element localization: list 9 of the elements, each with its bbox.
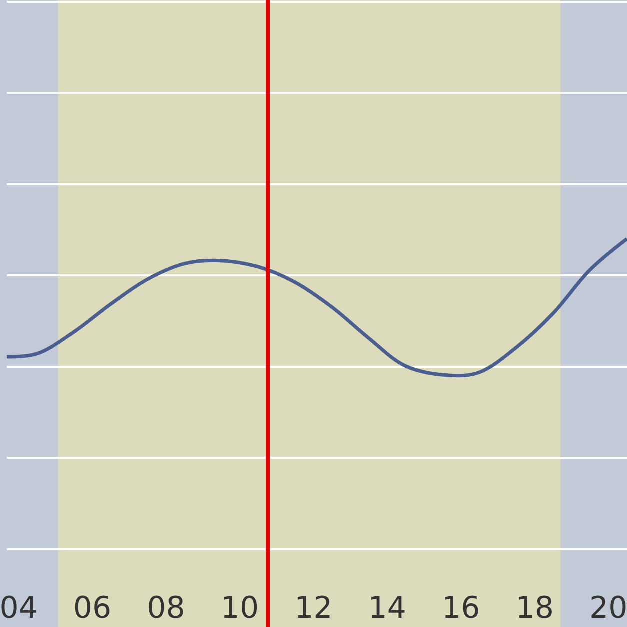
x-tick-label: 20	[589, 591, 627, 626]
x-tick-label: 18	[516, 591, 554, 626]
x-tick-label: 14	[368, 591, 406, 626]
x-tick-label: 08	[147, 591, 186, 626]
x-tick-label: 16	[442, 591, 480, 626]
x-tick-label: 10	[220, 591, 260, 626]
x-tick-label: 04	[0, 591, 38, 626]
x-tick-label: 12	[294, 591, 333, 626]
x-tick-label: 06	[73, 591, 112, 626]
